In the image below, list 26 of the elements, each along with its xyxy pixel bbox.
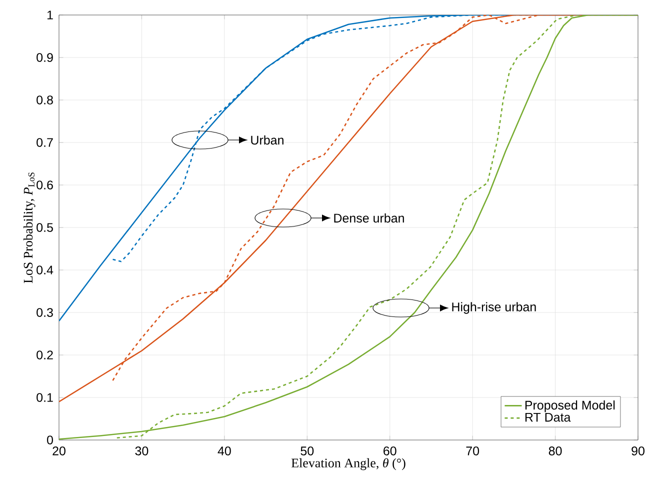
x-tick-label: 20 — [52, 446, 66, 456]
annotation: Dense urban — [334, 213, 404, 223]
x-axis-title: Elevation Angle, θ (°) — [291, 458, 406, 470]
y-tick-label: 0.5 — [36, 223, 53, 232]
annotation: Urban — [251, 135, 284, 145]
y-tick-label: 0.1 — [36, 393, 53, 402]
legend-label: Proposed Model — [525, 400, 615, 412]
x-tick-label: 90 — [632, 446, 644, 456]
x-tick-label: 60 — [384, 446, 396, 456]
y-tick-label: 0.4 — [36, 266, 54, 274]
y-tick-label: 0.3 — [36, 308, 53, 317]
y-tick-label: 0 — [47, 436, 53, 444]
annotation: High-rise urban — [452, 302, 536, 314]
x-tick-label: 50 — [300, 446, 314, 456]
y-tick-label: 0.9 — [36, 53, 53, 62]
y-tick-label: 1 — [47, 10, 53, 20]
x-tick-label: 40 — [218, 446, 231, 456]
legend-label: RT Data — [525, 412, 571, 422]
y-tick-label: 0.6 — [36, 180, 53, 190]
x-tick-label: 70 — [466, 446, 480, 456]
x-tick-label: 80 — [548, 446, 562, 456]
y-tick-label: 0.8 — [36, 96, 53, 104]
y-tick-label: 0.2 — [36, 350, 53, 360]
x-tick-label: 30 — [135, 446, 148, 456]
y-axis-title: LoS Probability, P$_{LoS}$ — [23, 172, 36, 284]
y-tick-label: 0.7 — [36, 138, 53, 147]
